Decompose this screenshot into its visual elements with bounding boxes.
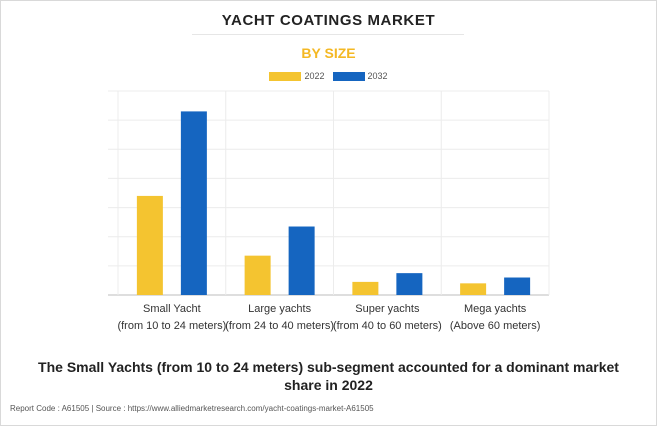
- x-tick-label-3-line-1: (Above 60 meters): [450, 320, 540, 332]
- bar-2022-2: [352, 281, 379, 295]
- conclusion-text: The Small Yachts (from 10 to 24 meters) …: [38, 359, 619, 393]
- x-tick-label-2-line-0: Super yachts: [355, 303, 420, 315]
- legend-label-2022: 2022: [304, 71, 325, 81]
- bar-2022-0: [136, 195, 163, 295]
- chart-subtitle: BY SIZE: [301, 45, 356, 61]
- x-tick-label-1-line-0: Large yachts: [248, 303, 311, 315]
- bar-2032-1: [288, 226, 315, 295]
- x-tick-label-2-line-1: (from 40 to 60 meters): [333, 320, 442, 332]
- report-footer: Report Code : A61505 | Source : https://…: [10, 404, 374, 413]
- x-tick-label-0-line-0: Small Yacht: [143, 303, 201, 315]
- chart-title: YACHT COATINGS MARKET: [221, 12, 436, 29]
- legend-label-2032: 2032: [367, 71, 388, 81]
- legend-swatch-2022: [269, 71, 302, 81]
- bar-2032-0: [180, 111, 207, 296]
- bar-2022-3: [460, 283, 487, 295]
- legend-swatch-2032: [332, 71, 365, 81]
- bar-2032-3: [504, 277, 531, 295]
- x-tick-label-3-line-0: Mega yachts: [464, 303, 527, 315]
- bar-2022-1: [244, 255, 271, 295]
- legend-item-2022: 2022: [269, 71, 325, 81]
- legend-item-2032: 2032: [332, 71, 388, 81]
- x-tick-label-0-line-1: (from 10 to 24 meters): [117, 320, 226, 332]
- bar-2032-2: [396, 273, 423, 295]
- chart-legend: 2022 2032: [0, 71, 657, 81]
- title-divider: [192, 34, 464, 35]
- bar-chart: Small Yacht (from 10 to 24 meters) Large y…: [108, 90, 550, 332]
- x-tick-label-1-line-1: (from 24 to 40 meters): [225, 320, 334, 332]
